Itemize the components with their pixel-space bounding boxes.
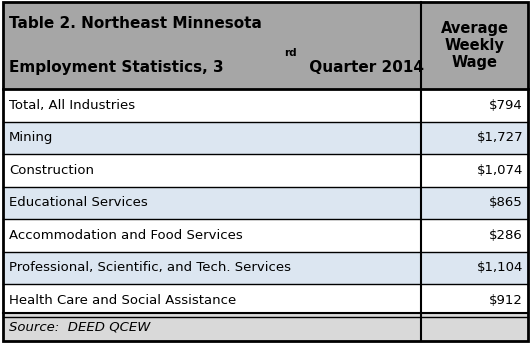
Bar xyxy=(3,154,528,187)
Bar xyxy=(3,284,528,317)
Bar xyxy=(3,2,528,89)
Text: $1,727: $1,727 xyxy=(476,131,523,144)
Bar xyxy=(3,122,528,154)
Text: Professional, Scientific, and Tech. Services: Professional, Scientific, and Tech. Serv… xyxy=(9,261,291,274)
Bar xyxy=(3,252,528,284)
Text: Average
Weekly
Wage: Average Weekly Wage xyxy=(440,21,509,70)
Text: $865: $865 xyxy=(489,197,523,209)
Text: $1,074: $1,074 xyxy=(477,164,523,177)
Text: Health Care and Social Assistance: Health Care and Social Assistance xyxy=(9,294,236,307)
Text: $1,104: $1,104 xyxy=(477,261,523,274)
Text: Mining: Mining xyxy=(9,131,54,144)
Text: $286: $286 xyxy=(489,229,523,242)
Text: Employment Statistics, 3: Employment Statistics, 3 xyxy=(9,60,224,75)
Text: Construction: Construction xyxy=(9,164,94,177)
Text: $794: $794 xyxy=(489,99,523,112)
Text: Quarter 2014: Quarter 2014 xyxy=(304,60,424,75)
Bar xyxy=(3,313,528,341)
Text: Accommodation and Food Services: Accommodation and Food Services xyxy=(9,229,243,242)
Bar xyxy=(3,89,528,122)
Text: Source:  DEED QCEW: Source: DEED QCEW xyxy=(9,321,150,334)
Text: $912: $912 xyxy=(489,294,523,307)
Bar xyxy=(3,219,528,252)
Text: Table 2. Northeast Minnesota: Table 2. Northeast Minnesota xyxy=(9,16,262,31)
Text: Educational Services: Educational Services xyxy=(9,197,148,209)
Text: Total, All Industries: Total, All Industries xyxy=(9,99,135,112)
Text: rd: rd xyxy=(284,48,297,58)
Bar xyxy=(3,187,528,219)
